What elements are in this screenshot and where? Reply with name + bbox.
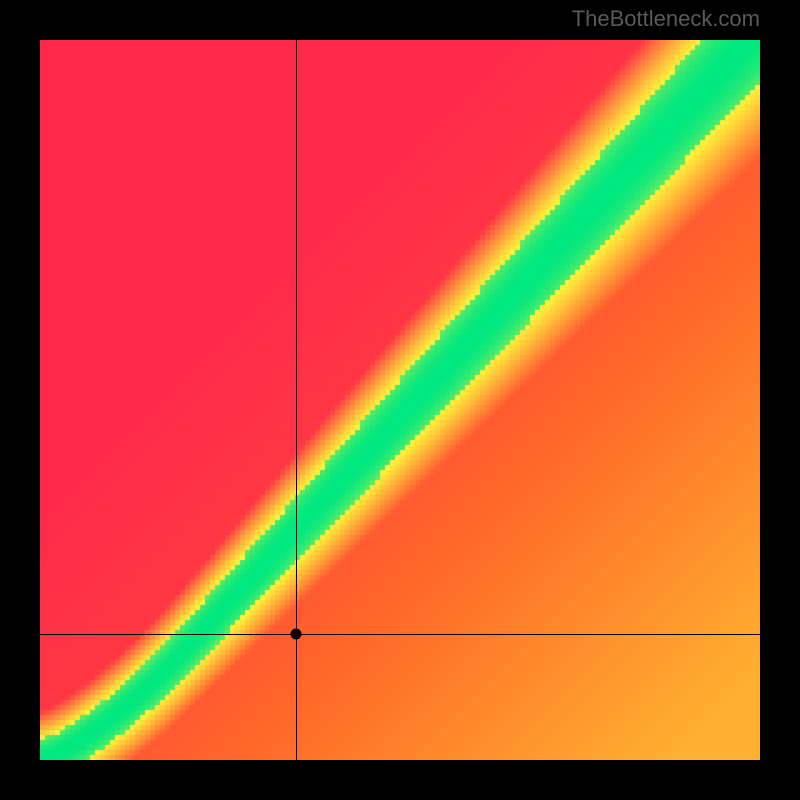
crosshair-vertical (296, 40, 297, 760)
watermark-text: TheBottleneck.com (572, 6, 760, 32)
crosshair-marker-dot (290, 629, 301, 640)
heatmap-canvas (40, 40, 760, 760)
heatmap-plot (40, 40, 760, 760)
crosshair-horizontal (40, 634, 760, 635)
